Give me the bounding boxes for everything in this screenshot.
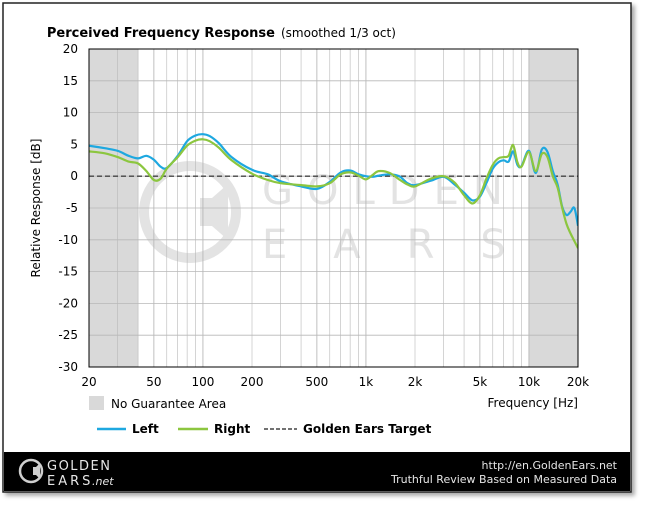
- y-tick-label: 0: [70, 169, 78, 183]
- plot-area: GOLDEN EARS: [88, 48, 579, 368]
- y-tick-label: -30: [58, 360, 78, 374]
- footer-logo-bottom: EARS: [47, 474, 93, 489]
- plot-border: [88, 48, 579, 368]
- grid: [89, 49, 578, 367]
- y-tick-label: 10: [63, 106, 78, 120]
- y-axis-label: Relative Response [dB]: [29, 139, 43, 278]
- chart-subtitle: (smoothed 1/3 oct): [281, 26, 396, 40]
- footer: GOLDEN EARS .net http://en.GoldenEars.ne…: [4, 452, 630, 491]
- legend-target-label: Golden Ears Target: [303, 422, 432, 436]
- x-tick-label: 5k: [473, 375, 488, 389]
- footer-logo-ear-icon: [18, 458, 44, 484]
- x-tick-label: 200: [241, 375, 264, 389]
- footer-logo-speaker-icon: [33, 463, 40, 479]
- x-tick-label: 2k: [408, 375, 423, 389]
- y-tick-label: -10: [58, 233, 78, 247]
- x-tick-label: 20: [81, 375, 96, 389]
- y-tick-label: 5: [70, 137, 78, 151]
- x-tick-label: 10k: [518, 375, 540, 389]
- y-tick-label: -5: [66, 201, 78, 215]
- watermark-ear-icon: [139, 161, 241, 263]
- y-tick-label: -20: [58, 296, 78, 310]
- no-guarantee-swatch: [89, 396, 104, 410]
- legend-right-label: Right: [214, 422, 250, 436]
- footer-logo: GOLDEN EARS .net: [18, 458, 114, 489]
- x-tick-label: 100: [191, 375, 214, 389]
- x-tick-label: 20k: [567, 375, 589, 389]
- x-tick-label: 1k: [359, 375, 374, 389]
- chart-title: Perceived Frequency Response: [47, 26, 275, 41]
- series-line-right: [89, 138, 578, 249]
- series: [89, 133, 578, 249]
- legend-left-label: Left: [132, 422, 159, 436]
- y-axis-ticks: 20 15 10 5 0 -5 -10 -15 -20 -25 -30: [58, 42, 78, 374]
- x-axis-ticks: 20 50 100 200 500 1k 2k 5k 10k 20k: [81, 375, 589, 389]
- watermark-speaker-icon: [200, 184, 228, 240]
- x-tick-label: 500: [305, 375, 328, 389]
- x-axis-label: Frequency [Hz]: [488, 396, 579, 410]
- footer-tagline: Truthful Review Based on Measured Data: [390, 473, 617, 486]
- watermark-line2: EARS: [262, 222, 552, 268]
- footer-logo-top: GOLDEN: [47, 459, 112, 474]
- footer-url: http://en.GoldenEars.net: [482, 459, 618, 472]
- legend: Left Right Golden Ears Target: [97, 422, 432, 436]
- y-tick-label: -15: [58, 265, 78, 279]
- x-tick-label: 50: [146, 375, 161, 389]
- y-tick-label: -25: [58, 328, 78, 342]
- no-guarantee-label: No Guarantee Area: [111, 397, 226, 411]
- y-tick-label: 15: [63, 74, 78, 88]
- footer-background: [4, 452, 630, 491]
- y-tick-label: 20: [63, 42, 78, 56]
- footer-logo-suffix: .net: [92, 475, 114, 488]
